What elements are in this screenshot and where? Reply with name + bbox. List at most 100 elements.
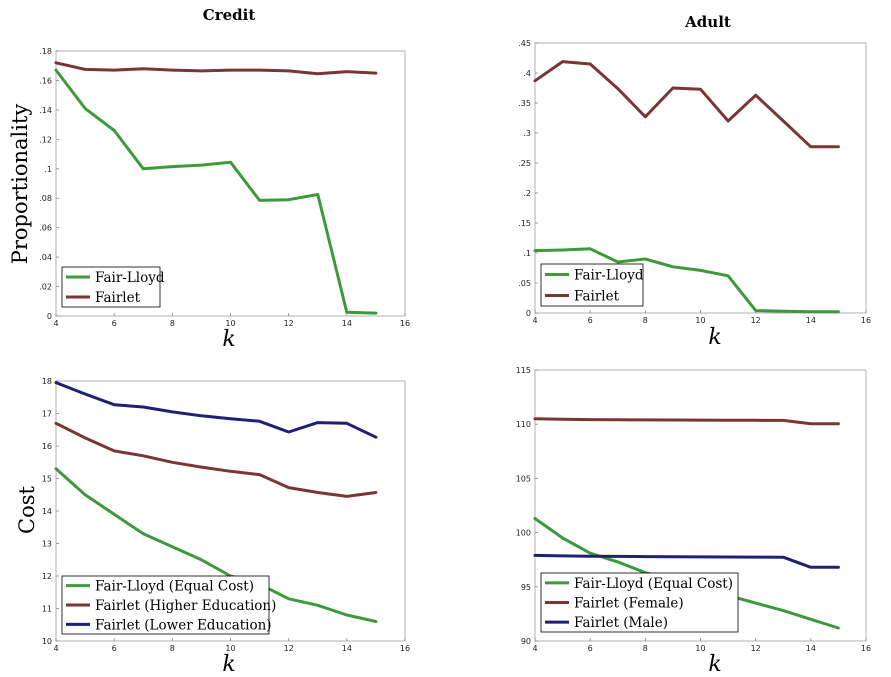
y-tick-label: 16	[42, 442, 52, 451]
adult-cost-chart: 4 6 8 10 12 14 16 90 95 100 105 110 115 Fair-Lloyd (E…	[516, 366, 871, 653]
x-tick-label: 14	[806, 644, 816, 653]
legend-entry: Fairlet (Male)	[574, 615, 668, 631]
legend-entry: Fair-Lloyd (Equal Cost)	[95, 579, 254, 595]
legend-entry: Fairlet (Higher Education)	[95, 598, 276, 614]
panel-title-credit: Credit	[203, 6, 256, 24]
y-tick-label: .14	[39, 106, 52, 115]
series-line-3	[533, 553, 840, 569]
legend-box	[61, 266, 161, 308]
y-tick-label: 90	[521, 637, 531, 646]
y-tick-label: .15	[518, 219, 531, 228]
x-tick-label: 14	[342, 644, 352, 653]
x-tick-label: 10	[695, 644, 705, 653]
y-tick-label: 17	[42, 410, 52, 419]
x-tick-label: 12	[751, 316, 761, 325]
x-tick-label: 4	[53, 319, 58, 328]
series-line-2	[54, 421, 378, 498]
y-tick-label: 0	[526, 309, 531, 318]
y-tick-label: .06	[39, 224, 52, 233]
x-tick-label: 6	[588, 644, 593, 653]
xlabel-credit-bottom: k	[222, 652, 235, 677]
credit-cost-chart: 4 6 8 10 12 14 16 10 11 12 13 14 15 16 17 18 Fair-Lloyd …	[42, 377, 410, 653]
legend-entry: Fairlet	[574, 289, 620, 305]
x-tick-label: 14	[806, 316, 816, 325]
series-line-2	[54, 61, 378, 76]
legend: Fair-Lloyd (Equal Cost) Fairlet (Higher E…	[61, 575, 276, 635]
legend: Fair-Lloyd Fairlet	[540, 263, 644, 307]
x-tick-label: 6	[112, 319, 117, 328]
series-line-2	[533, 60, 840, 149]
series-line-1	[54, 467, 378, 623]
legend-entry: Fair-Lloyd (Equal Cost)	[574, 576, 733, 592]
legend-box	[540, 263, 644, 307]
x-tick-label: 12	[284, 319, 294, 328]
legend-box	[61, 575, 270, 635]
legend-entry: Fairlet (Lower Education)	[95, 617, 272, 633]
ylabel-cost: Cost	[15, 485, 39, 533]
series-line-2	[533, 417, 840, 426]
xlabel-credit-top: k	[222, 327, 235, 352]
x-tick-label: 6	[112, 644, 117, 653]
y-tick-label: 110	[516, 420, 531, 429]
y-tick-label: .05	[518, 279, 531, 288]
y-tick-label: 100	[516, 529, 531, 538]
y-tick-label: .08	[39, 194, 52, 203]
x-tick-label: 10	[695, 316, 705, 325]
x-tick-label: 8	[170, 319, 175, 328]
x-tick-label: 12	[751, 644, 761, 653]
x-tick-label: 8	[643, 644, 648, 653]
x-tick-label: 14	[342, 319, 352, 328]
y-tick-label: 14	[42, 507, 52, 516]
x-tick-label: 6	[588, 316, 593, 325]
x-tick-label: 10	[225, 319, 235, 328]
x-tick-label: 8	[170, 644, 175, 653]
x-tick-label: 8	[643, 316, 648, 325]
y-tick-label: .3	[523, 129, 531, 138]
legend-entry: Fairlet	[95, 290, 141, 306]
y-tick-label: .12	[39, 135, 52, 144]
legend: Fair-Lloyd (Equal Cost) Fairlet (Female) F…	[540, 572, 739, 633]
y-tick-label: .16	[39, 76, 52, 85]
y-tick-label: 15	[42, 475, 52, 484]
x-tick-label: 16	[861, 644, 871, 653]
y-tick-label: .1	[44, 165, 52, 174]
y-tick-label: .1	[523, 249, 531, 258]
series-line-1	[54, 68, 378, 315]
y-tick-label: 10	[42, 637, 52, 646]
y-tick-label: .04	[39, 253, 52, 262]
legend-entry: Fairlet (Female)	[574, 596, 684, 612]
x-tick-label: 4	[532, 644, 537, 653]
y-tick-label: 12	[42, 572, 52, 581]
y-tick-label: 11	[42, 605, 52, 614]
y-tick-label: 18	[42, 377, 52, 386]
y-tick-label: .02	[39, 283, 52, 292]
legend-entry: Fair-Lloyd	[95, 270, 165, 286]
legend-entry: Fair-Lloyd	[574, 268, 644, 284]
x-tick-label: 4	[53, 644, 58, 653]
legend-box	[540, 572, 739, 633]
x-tick-label: 16	[861, 316, 871, 325]
y-tick-label: .18	[39, 47, 52, 56]
y-tick-label: .4	[523, 69, 531, 78]
x-tick-label: 4	[532, 316, 537, 325]
y-tick-label: .25	[518, 159, 531, 168]
series-line-3	[54, 381, 378, 439]
y-tick-label: 95	[521, 583, 531, 592]
credit-proportionality-chart: 4 6 8 10 12 14 16 0 .02 .04 .06 .08 .1 .12 .14 .16 .18 Fa…	[39, 47, 410, 328]
xlabel-adult-bottom: k	[708, 652, 721, 677]
x-tick-label: 16	[400, 644, 410, 653]
y-tick-label: 0	[47, 312, 52, 321]
x-tick-label: 12	[284, 644, 294, 653]
x-tick-label: 10	[225, 644, 235, 653]
adult-proportionality-chart: 4 6 8 10 12 14 16 0 .05 .1 .15 .2 .25 .3 .35 .4 .45 Fair-…	[518, 39, 871, 325]
y-tick-label: 13	[42, 540, 52, 549]
series-line-1	[533, 247, 840, 314]
legend: Fair-Lloyd Fairlet	[61, 266, 165, 308]
y-tick-label: .2	[523, 189, 531, 198]
y-tick-label: 105	[516, 474, 531, 483]
x-tick-label: 16	[400, 319, 410, 328]
y-tick-label: 115	[516, 366, 531, 375]
y-tick-label: .45	[518, 39, 531, 48]
panel-title-adult: Adult	[684, 13, 731, 31]
